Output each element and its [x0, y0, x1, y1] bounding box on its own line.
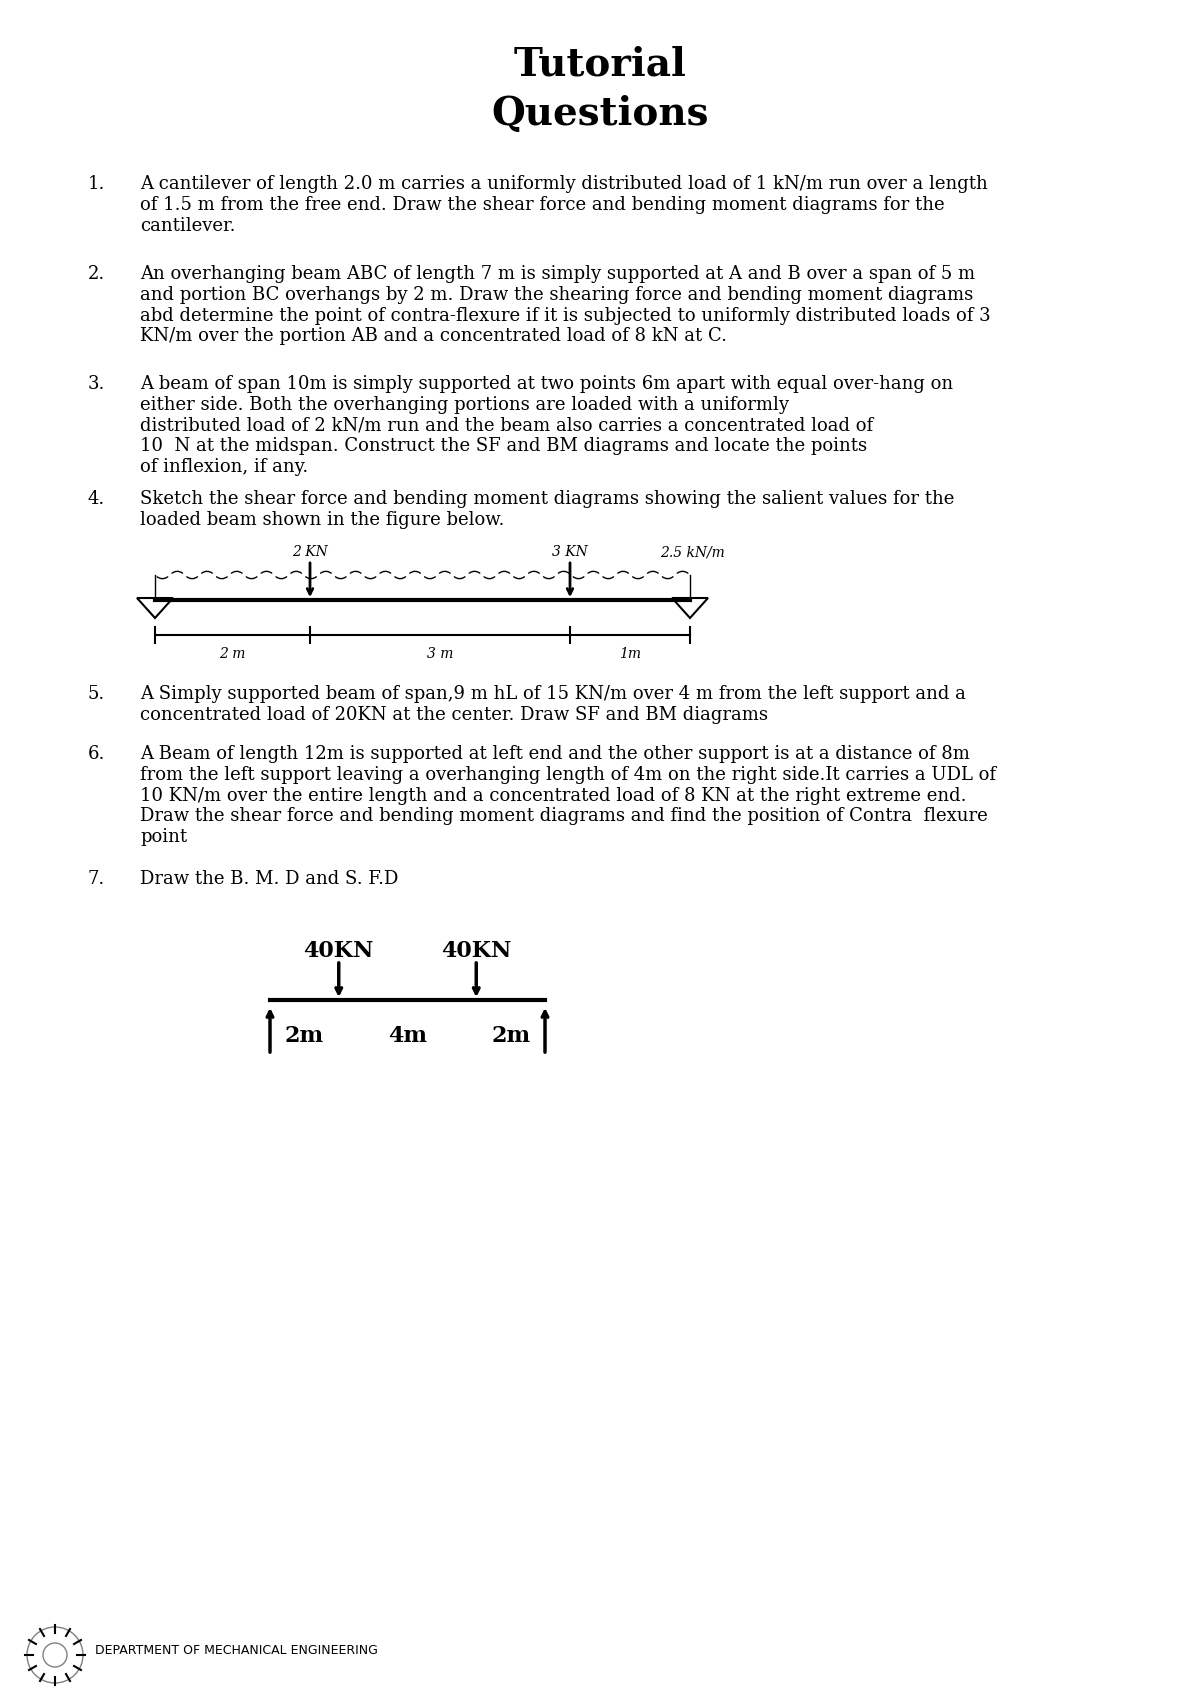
- Text: A cantilever of length 2.0 m carries a uniformly distributed load of 1 kN/m run : A cantilever of length 2.0 m carries a u…: [140, 175, 988, 234]
- Text: 2.: 2.: [88, 265, 106, 284]
- Text: Tutorial: Tutorial: [514, 46, 686, 83]
- Text: A Beam of length 12m is supported at left end and the other support is at a dist: A Beam of length 12m is supported at lef…: [140, 745, 996, 846]
- Text: 2.5 kN/m: 2.5 kN/m: [660, 545, 725, 559]
- Text: 2 KN: 2 KN: [292, 545, 328, 559]
- Text: Sketch the shear force and bending moment diagrams showing the salient values fo: Sketch the shear force and bending momen…: [140, 491, 954, 528]
- Text: 1m: 1m: [619, 647, 641, 661]
- Text: 7.: 7.: [88, 869, 106, 888]
- Text: Questions: Questions: [491, 95, 709, 132]
- Text: 6.: 6.: [88, 745, 106, 762]
- Text: A Simply supported beam of span,9 m hL of 15 KN/m over 4 m from the left support: A Simply supported beam of span,9 m hL o…: [140, 684, 966, 723]
- Text: 3.: 3.: [88, 375, 106, 392]
- Text: 2m: 2m: [284, 1026, 324, 1048]
- Text: An overhanging beam ABC of length 7 m is simply supported at A and B over a span: An overhanging beam ABC of length 7 m is…: [140, 265, 991, 345]
- Text: Draw the B. M. D and S. F.D: Draw the B. M. D and S. F.D: [140, 869, 398, 888]
- Text: 2 m: 2 m: [220, 647, 246, 661]
- Text: 1.: 1.: [88, 175, 106, 194]
- Text: 2m: 2m: [491, 1026, 530, 1048]
- Text: 3 m: 3 m: [427, 647, 454, 661]
- Text: 4.: 4.: [88, 491, 106, 508]
- Text: A beam of span 10m is simply supported at two points 6m apart with equal over-ha: A beam of span 10m is simply supported a…: [140, 375, 953, 475]
- Text: 3 KN: 3 KN: [552, 545, 588, 559]
- Text: 40KN: 40KN: [442, 941, 511, 963]
- Text: 4m: 4m: [388, 1026, 427, 1048]
- Text: DEPARTMENT OF MECHANICAL ENGINEERING: DEPARTMENT OF MECHANICAL ENGINEERING: [95, 1644, 378, 1657]
- Text: 5.: 5.: [88, 684, 106, 703]
- Text: 40KN: 40KN: [304, 941, 374, 963]
